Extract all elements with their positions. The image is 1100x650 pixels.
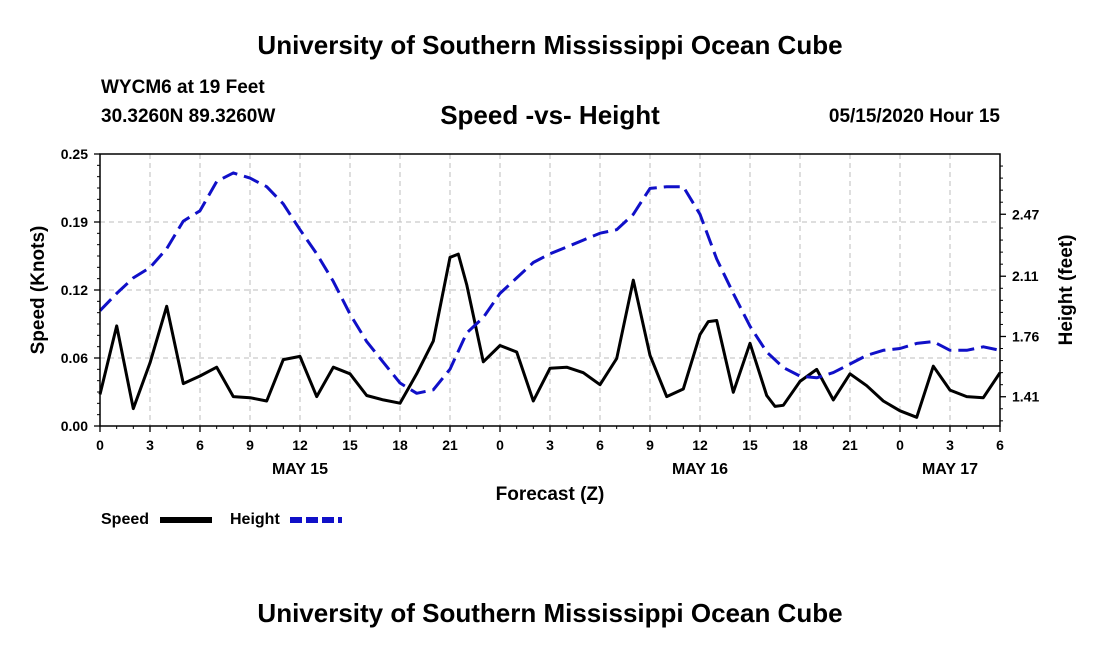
x-tick-label: 9 xyxy=(646,437,654,453)
grid xyxy=(100,154,1000,426)
x-tick-label: 12 xyxy=(292,437,308,453)
y-left-tick-label: 0.25 xyxy=(61,146,88,162)
y-axis-left-label: Speed (Knots) xyxy=(28,226,49,355)
x-tick-label: 3 xyxy=(146,437,154,453)
x-tick-label: 9 xyxy=(246,437,254,453)
ticks xyxy=(94,153,1006,432)
date-label: MAY 16 xyxy=(672,461,728,478)
footer-title: University of Southern Mississippi Ocean… xyxy=(257,598,843,628)
x-tick-label: 15 xyxy=(342,437,358,453)
x-tick-label: 0 xyxy=(896,437,904,453)
tick-labels: 0 3 6 9 12 15 18 21 0 3 6 9 12 15 18 21 0 3 6 MAY 15 MAY 16 M… xyxy=(61,146,1040,478)
x-tick-label: 21 xyxy=(442,437,458,453)
page-title: University of Southern Mississippi Ocean… xyxy=(257,30,843,60)
date-label: MAY 15 xyxy=(272,461,328,478)
x-tick-label: 12 xyxy=(692,437,708,453)
x-tick-label: 6 xyxy=(196,437,204,453)
coordinates-label: 30.3260N 89.3260W xyxy=(101,106,276,127)
y-left-tick-label: 0.19 xyxy=(61,214,88,230)
x-tick-label: 3 xyxy=(546,437,554,453)
y-right-tick-label: 1.41 xyxy=(1012,389,1039,405)
y-axis-right-label: Height (feet) xyxy=(1056,235,1077,346)
datetime-label: 05/15/2020 Hour 15 xyxy=(828,106,1000,127)
date-label: MAY 17 xyxy=(922,461,978,478)
y-left-tick-label: 0.06 xyxy=(61,350,88,366)
x-axis-label: Forecast (Z) xyxy=(496,484,605,505)
legend-label-height: Height xyxy=(230,511,280,528)
x-tick-label: 3 xyxy=(946,437,954,453)
y-left-tick-label: 0.12 xyxy=(61,282,88,298)
y-right-tick-label: 1.76 xyxy=(1012,328,1039,344)
x-tick-label: 0 xyxy=(496,437,504,453)
x-tick-label: 0 xyxy=(96,437,104,453)
x-tick-label: 15 xyxy=(742,437,758,453)
station-label: WYCM6 at 19 Feet xyxy=(101,77,265,98)
series-line-height xyxy=(98,171,1001,395)
x-tick-label: 18 xyxy=(792,437,808,453)
y-right-tick-label: 2.47 xyxy=(1012,206,1039,222)
x-tick-label: 6 xyxy=(596,437,604,453)
legend-label-speed: Speed xyxy=(101,511,149,528)
legend: Speed Height xyxy=(101,511,342,528)
y-left-tick-label: 0.00 xyxy=(61,418,88,434)
y-right-tick-label: 2.11 xyxy=(1012,268,1039,284)
chart-title: Speed -vs- Height xyxy=(440,100,660,130)
x-tick-label: 6 xyxy=(996,437,1004,453)
series-layer xyxy=(98,171,1002,419)
x-tick-label: 21 xyxy=(842,437,858,453)
series-line-speed xyxy=(98,252,1002,419)
x-tick-label: 18 xyxy=(392,437,408,453)
